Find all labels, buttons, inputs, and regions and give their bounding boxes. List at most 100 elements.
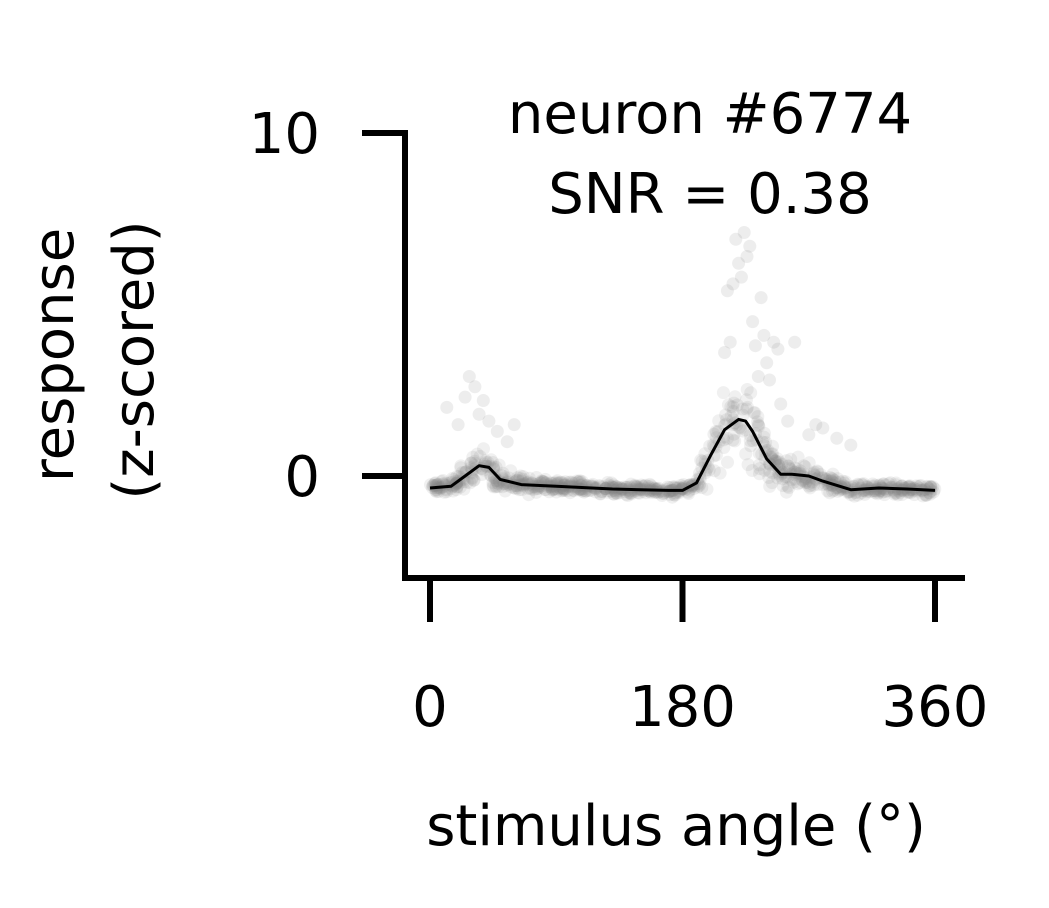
scatter-point xyxy=(889,476,903,490)
scatter-point xyxy=(791,450,805,464)
scatter-point xyxy=(759,436,773,449)
scatter-point xyxy=(727,396,741,410)
scatter-point xyxy=(724,400,738,414)
scatter-point xyxy=(695,481,709,495)
scatter-point xyxy=(467,473,481,487)
scatter-point xyxy=(758,463,771,477)
scatter-point xyxy=(514,469,528,483)
scatter-point xyxy=(473,449,487,463)
scatter-point xyxy=(486,456,500,469)
scatter-point xyxy=(826,484,839,498)
scatter-point xyxy=(766,447,780,461)
scatter-point xyxy=(564,475,578,489)
scatter-point xyxy=(728,390,742,404)
scatter-point xyxy=(464,456,478,470)
scatter-point xyxy=(796,474,810,488)
scatter-point xyxy=(453,476,467,490)
scatter-point xyxy=(771,452,784,466)
scatter-point xyxy=(753,462,767,476)
scatter-point xyxy=(739,447,753,461)
scatter-point xyxy=(457,473,471,487)
scatter-point xyxy=(720,431,734,445)
scatter-point xyxy=(507,418,521,432)
scatter-point xyxy=(734,421,748,435)
scatter-point xyxy=(844,488,858,502)
scatter-point xyxy=(477,442,490,456)
scatter-point xyxy=(740,383,754,396)
scatter-point xyxy=(440,485,454,499)
scatter-point xyxy=(512,483,526,497)
scatter-point xyxy=(516,470,530,484)
scatter-point xyxy=(844,438,858,452)
scatter-point xyxy=(573,482,587,496)
scatter-point xyxy=(781,479,795,493)
scatter-point xyxy=(752,419,766,433)
scatter-point xyxy=(707,427,721,441)
scatter-point xyxy=(809,418,823,432)
scatter-point xyxy=(476,394,490,407)
scatter-point xyxy=(793,476,807,490)
scatter-point xyxy=(740,402,753,416)
scatter-point xyxy=(636,484,650,498)
scatter-point xyxy=(821,484,835,498)
scatter-point xyxy=(516,472,530,486)
scatter-point xyxy=(530,471,543,484)
scatter-point xyxy=(791,477,805,491)
scatter-point xyxy=(486,479,500,493)
scatter-point xyxy=(510,471,524,485)
scatter-point xyxy=(437,485,451,499)
scatter-point xyxy=(751,419,765,432)
scatter-point xyxy=(757,426,771,440)
scatter-point xyxy=(826,467,840,481)
scatter-point xyxy=(784,452,798,466)
scatter-point xyxy=(748,406,762,420)
scatter-point xyxy=(831,472,845,486)
scatter-point xyxy=(707,464,721,478)
scatter-point xyxy=(607,487,621,501)
scatter-point xyxy=(771,342,785,356)
scatter-point xyxy=(490,424,504,438)
scatter-point xyxy=(465,472,479,486)
scatter-point xyxy=(569,482,583,496)
scatter-point xyxy=(916,489,930,503)
scatter-point xyxy=(744,386,758,400)
scatter-point xyxy=(751,410,765,424)
scatter-point xyxy=(830,431,844,445)
y-axis-label-line2: (z-scored) xyxy=(102,220,167,499)
scatter-point xyxy=(464,456,478,470)
scatter-point xyxy=(799,476,812,490)
scatter-point xyxy=(782,459,795,473)
scatter-point xyxy=(736,402,750,416)
scatter-point xyxy=(729,232,743,246)
scatter-point xyxy=(604,476,618,490)
scatter-point xyxy=(724,409,738,423)
scatter-point xyxy=(740,393,753,407)
scatter-point xyxy=(781,459,795,473)
scatter-point xyxy=(665,490,679,504)
scatter-point xyxy=(542,485,556,499)
scatter-point xyxy=(791,462,805,476)
scatter-point xyxy=(732,256,746,270)
scatter-point xyxy=(571,475,585,489)
scatter-point xyxy=(489,480,503,494)
chart-subtitle: SNR = 0.38 xyxy=(548,162,872,227)
scatter-point xyxy=(558,475,572,489)
scatter-point xyxy=(765,476,779,490)
scatter-point xyxy=(462,370,476,383)
scatter-point xyxy=(770,459,784,473)
scatter-point xyxy=(741,400,754,414)
scatter-point xyxy=(650,485,664,499)
scatter-point xyxy=(919,488,933,502)
scatter-point xyxy=(802,428,816,442)
scatter-point xyxy=(920,488,934,502)
scatter-point xyxy=(734,270,748,284)
scatter-point xyxy=(774,397,788,411)
scatter-point xyxy=(869,484,882,497)
scatter-point xyxy=(726,405,740,418)
scatter-point xyxy=(487,471,501,484)
scatter-point xyxy=(784,473,798,487)
scatter-point xyxy=(751,370,765,383)
scatter-point xyxy=(550,474,564,488)
scatter-point xyxy=(772,455,786,469)
scatter-point xyxy=(810,464,824,478)
